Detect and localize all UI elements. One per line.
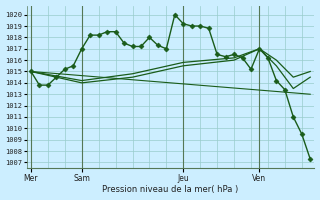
X-axis label: Pression niveau de la mer( hPa ): Pression niveau de la mer( hPa ) bbox=[102, 185, 239, 194]
